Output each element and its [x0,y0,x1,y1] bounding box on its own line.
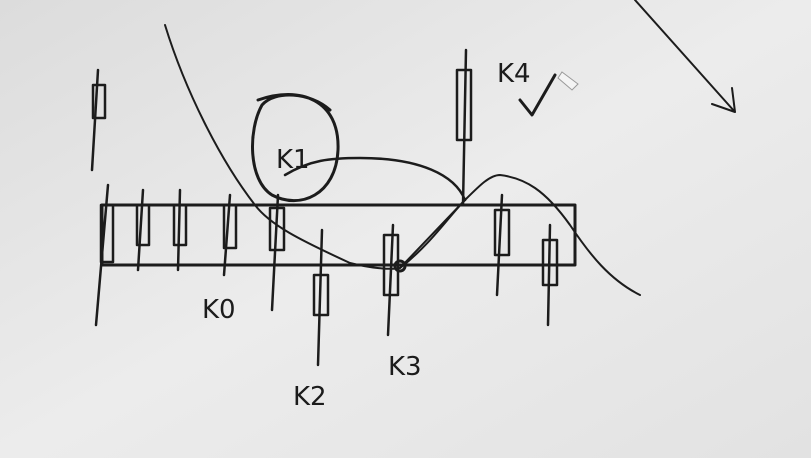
label: K4 [497,59,531,89]
label: K2 [293,382,327,412]
point [393,259,407,273]
label: K1 [276,145,310,175]
label: K0 [202,295,236,325]
candlesticks [90,48,559,367]
connector [399,199,466,269]
cursor [557,71,579,91]
price-curve [164,24,641,296]
check-mark [518,73,557,117]
arrow [634,0,736,113]
circle [251,92,340,203]
connector [283,156,467,202]
label: K3 [388,352,422,382]
